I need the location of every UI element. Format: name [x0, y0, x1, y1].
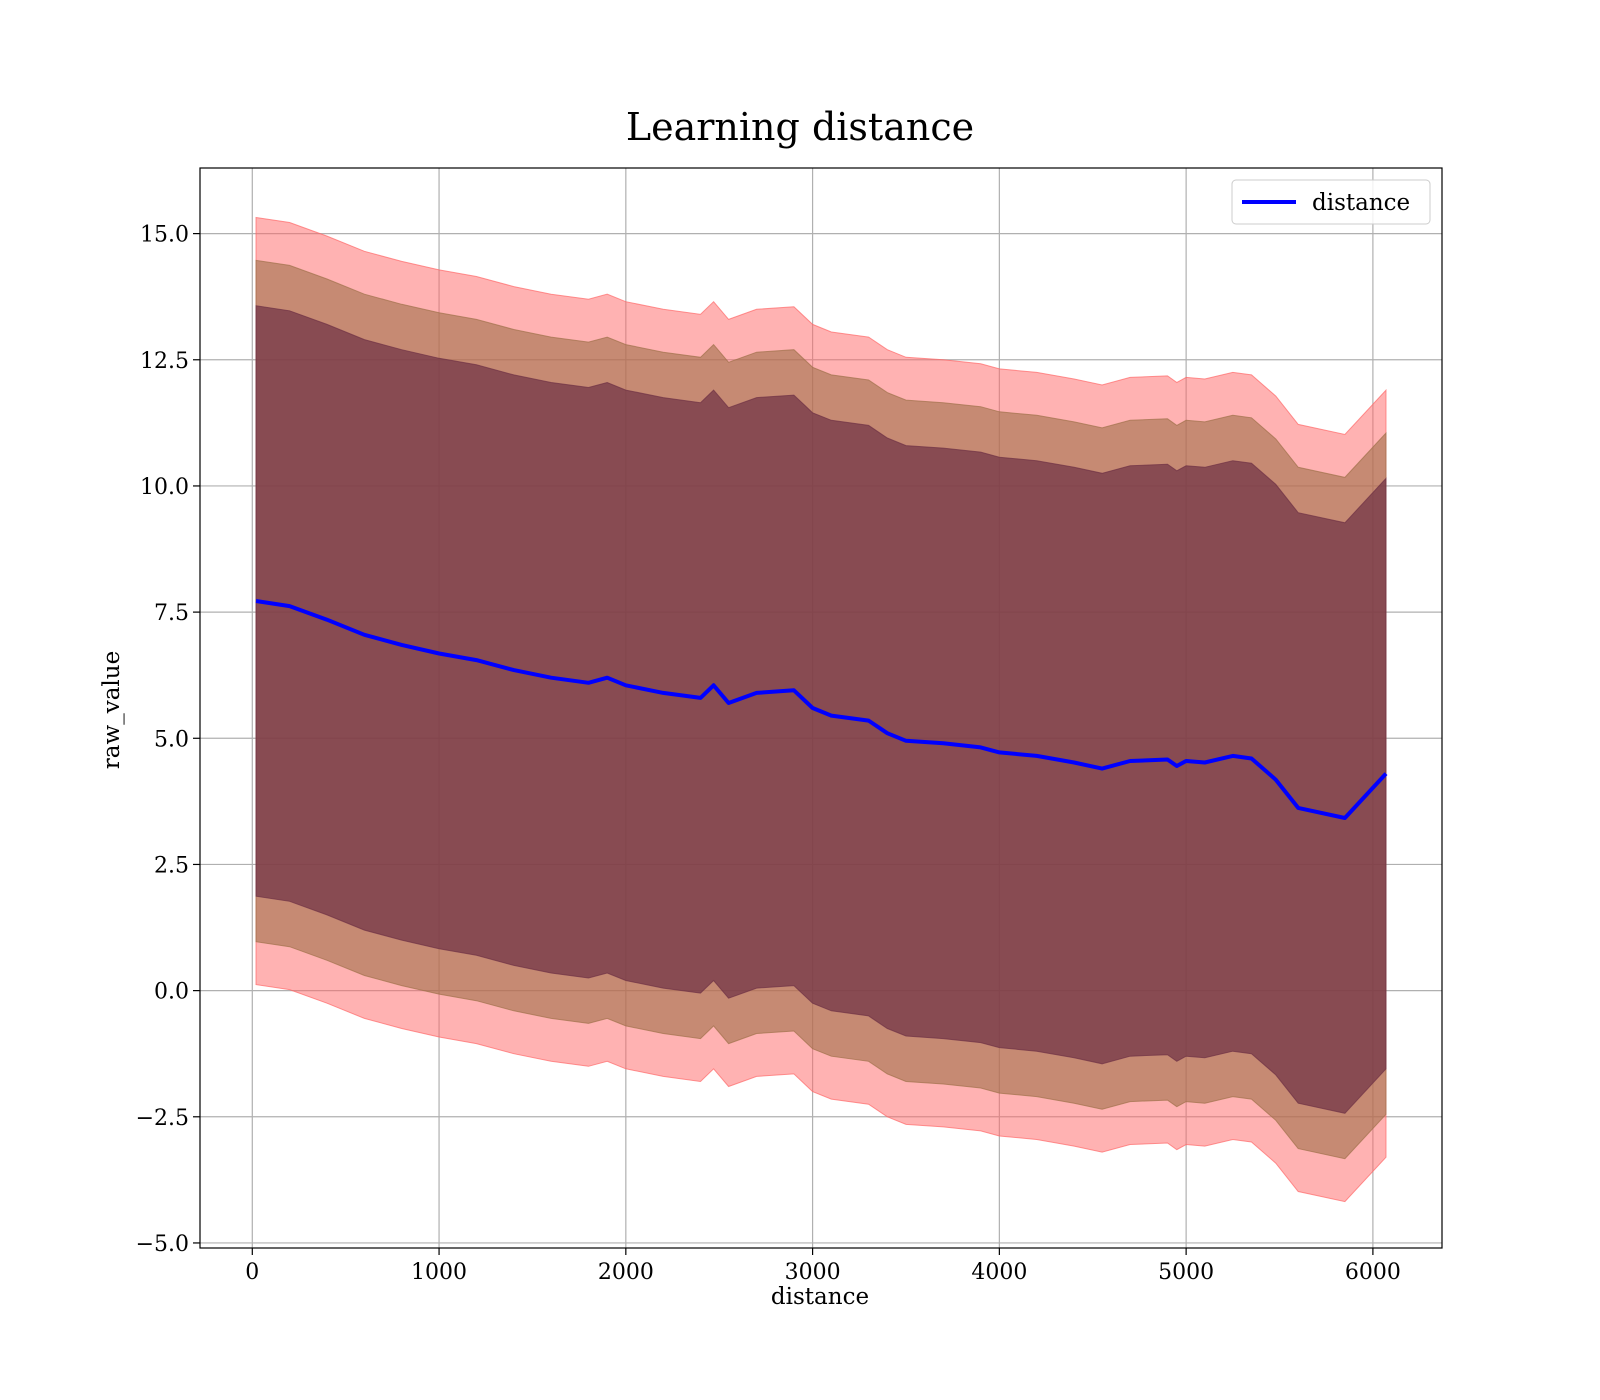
x-tick-label: 3000 [785, 1260, 841, 1285]
x-tick-label: 4000 [971, 1260, 1027, 1285]
y-axis-label: raw_value [99, 651, 125, 769]
x-tick-label: 0 [245, 1260, 259, 1285]
x-axis-label: distance [771, 1284, 869, 1310]
y-tick-label: 10.0 [140, 475, 189, 500]
y-tick-label: 0.0 [154, 980, 189, 1005]
y-tick-label: 7.5 [154, 601, 189, 626]
y-tick-label: 12.5 [140, 349, 189, 374]
x-tick-label: 1000 [411, 1260, 467, 1285]
x-tick-label: 6000 [1345, 1260, 1401, 1285]
series-lines [255, 599, 1388, 820]
axes: 0 1000 2000 3000 4000 5000 6000 −5.0 −2.5 0.0 2.5 5… [136, 167, 1443, 1285]
y-tick-label: 2.5 [154, 853, 189, 878]
y-tick-label: −2.5 [136, 1106, 189, 1131]
plot-frame [199, 167, 1443, 1249]
y-tick-label: −5.0 [136, 1232, 189, 1257]
y-tick-label: 15.0 [140, 223, 189, 248]
legend-label: distance [1312, 190, 1410, 216]
series-line-distance [255, 599, 1388, 820]
legend: distance [1231, 179, 1431, 225]
x-tick-label: 5000 [1158, 1260, 1214, 1285]
y-tick-label: 5.0 [154, 727, 189, 752]
chart-title: Learning distance [626, 105, 974, 149]
x-tick-label: 2000 [598, 1260, 654, 1285]
legend-box [1231, 179, 1431, 225]
